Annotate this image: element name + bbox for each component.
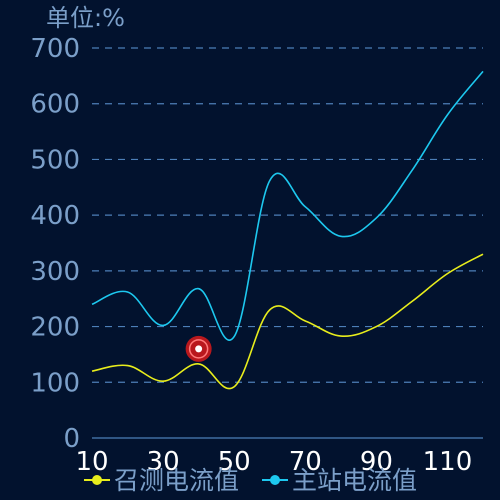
x-tick-label: 70 (289, 447, 322, 477)
y-tick-label: 300 (30, 257, 80, 287)
legend-label: 主站电流值 (292, 466, 417, 495)
y-tick-label: 600 (30, 90, 80, 120)
annotations (185, 335, 212, 362)
x-tick-label: 50 (218, 447, 251, 477)
x-tick-label: 10 (75, 447, 108, 477)
legend[interactable]: 召测电流值 主站电流值 (84, 466, 417, 495)
x-tick-label: 110 (423, 447, 473, 477)
legend-item-2[interactable]: 主站电流值 (262, 466, 417, 495)
series-lines (91, 70, 484, 390)
legend-item-1[interactable]: 召测电流值 (84, 466, 239, 495)
series-line-1 (91, 253, 484, 390)
y-axis-unit-label: 单位:% (46, 4, 125, 32)
grid (92, 47, 483, 439)
y-tick-label: 200 (30, 313, 80, 343)
y-tick-label: 0 (63, 424, 80, 454)
y-axis-ticks: 0 100 200 300 400 500 600 700 (30, 34, 80, 454)
x-tick-label: 30 (147, 447, 180, 477)
y-tick-label: 700 (30, 34, 80, 64)
legend-label: 召测电流值 (114, 466, 239, 495)
y-tick-label: 100 (30, 368, 80, 398)
y-tick-label: 500 (30, 145, 80, 175)
highlight-marker[interactable] (185, 335, 212, 362)
y-tick-label: 400 (30, 201, 80, 231)
series-line-2 (91, 70, 484, 341)
x-tick-label: 90 (360, 447, 393, 477)
x-axis-ticks: 10 30 50 70 90 110 (75, 447, 472, 477)
